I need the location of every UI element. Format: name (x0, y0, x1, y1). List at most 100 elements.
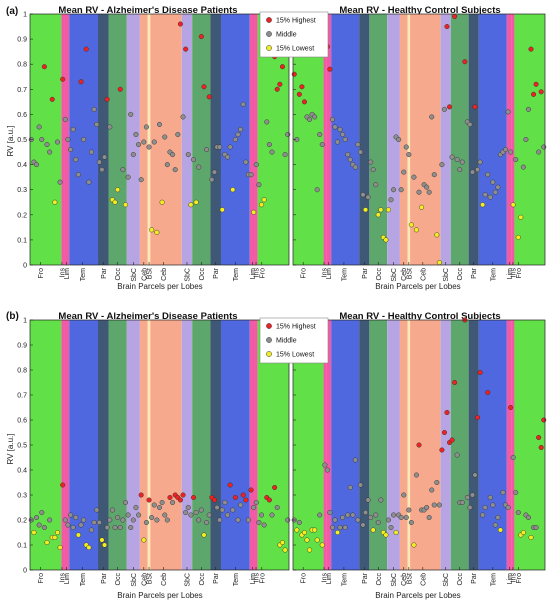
data-point-middle (235, 517, 241, 523)
y-tick-label: 0.6 (17, 418, 27, 425)
lobe-band-bst (407, 14, 411, 265)
data-point-middle (109, 507, 115, 513)
x-tick-label-occ: Occ (376, 268, 383, 281)
data-point-middle (227, 144, 233, 150)
data-point-middle (190, 157, 197, 163)
data-point-middle (482, 192, 488, 198)
lobe-band-ins (323, 14, 327, 265)
data-point-lowest (518, 214, 524, 220)
data-point-lowest (193, 199, 199, 205)
lobe-band-tem (478, 14, 507, 265)
data-point-middle (327, 509, 333, 516)
data-point-middle (274, 504, 280, 511)
data-point-highest (447, 104, 453, 110)
data-point-middle (217, 144, 223, 150)
y-axis-label: RV [a.u.] (6, 126, 15, 157)
data-point-highest (104, 96, 110, 102)
y-tick-label: 0.7 (17, 393, 27, 400)
lobe-bands (293, 14, 545, 265)
data-point-middle (44, 141, 50, 148)
legend-label-highest: 15% Highest (276, 18, 316, 25)
data-point-highest (528, 46, 534, 52)
lobe-band-ins (61, 14, 65, 265)
lobe-band-sbc (387, 14, 400, 265)
x-axis-label: Brain Parcels per Lobes (375, 282, 460, 291)
data-point-lowest (230, 187, 236, 193)
lobe-band-lim (326, 320, 332, 570)
data-point-middle (151, 139, 157, 145)
plot-b-alzheimer: Mean RV - Alzheimer's Disease Patients B… (6, 311, 291, 600)
lobe-band-ins (323, 320, 327, 570)
y-tick-label: 0.2 (17, 212, 27, 219)
data-point-middle (363, 509, 369, 516)
x-tick-label-lim: Lim (326, 573, 333, 584)
data-point-lowest (335, 529, 341, 536)
data-point-middle (256, 182, 262, 188)
data-point-middle (122, 499, 129, 506)
data-point-middle (482, 504, 488, 511)
data-point-lowest (528, 534, 534, 541)
x-tick-label-tem: Tem (490, 573, 497, 586)
data-point-highest (60, 482, 66, 488)
data-point-lowest (279, 539, 285, 546)
x-tick-label-ins: Ins (59, 573, 66, 583)
data-point-middle (180, 114, 186, 120)
x-tick-label-lim: Lim (507, 573, 514, 584)
x-tick-label-sbc: SbC (184, 573, 191, 587)
x-tick-label-occ: Occ (457, 268, 464, 281)
data-point-middle (209, 177, 215, 183)
x-tick-label-sbc: SbC (443, 268, 450, 282)
data-point-middle (520, 164, 526, 170)
data-point-middle (533, 524, 539, 531)
legend-marker-highest (266, 323, 272, 329)
data-point-middle (73, 157, 79, 163)
data-point-middle (34, 514, 40, 521)
x-tick-label-ins: Ins (322, 573, 329, 583)
data-point-middle (36, 124, 42, 130)
data-point-middle (146, 144, 152, 150)
data-point-middle (154, 517, 160, 523)
data-point-highest (279, 64, 285, 70)
lobe-band-ceb (150, 14, 182, 265)
data-point-highest (232, 494, 238, 501)
data-point-highest (274, 86, 280, 92)
x-tick-label-fro: Fro (259, 268, 266, 279)
data-point-highest (177, 21, 183, 27)
data-point-middle (355, 517, 361, 523)
data-point-highest (477, 369, 483, 376)
data-point-middle (459, 499, 465, 506)
legend-label-middle: Middle (276, 32, 297, 39)
data-point-highest (198, 34, 204, 40)
data-point-middle (156, 121, 163, 127)
x-tick-label-ceb: Ceb (161, 573, 168, 586)
data-point-middle (204, 519, 210, 526)
x-tick-label-sbc: SbC (131, 268, 138, 282)
x-tick-label-par: Par (362, 572, 369, 584)
data-point-middle (91, 106, 97, 112)
data-point-middle (47, 517, 53, 523)
data-point-middle (357, 482, 363, 488)
data-point-lowest (52, 199, 58, 205)
legend-marker-lowest (266, 45, 272, 51)
data-point-middle (170, 152, 176, 158)
data-point-lowest (370, 527, 376, 533)
data-point-middle (138, 177, 144, 183)
data-point-highest (177, 497, 183, 503)
data-point-middle (238, 502, 244, 508)
data-point-middle (96, 519, 102, 526)
data-point-middle (224, 512, 231, 518)
lobe-band-sbc (181, 14, 193, 265)
data-point-middle (88, 149, 95, 155)
plot-title: Mean RV - Healthy Control Subjects (339, 5, 500, 16)
data-point-middle (206, 512, 212, 518)
data-point-middle (217, 517, 223, 523)
data-point-lowest (52, 534, 58, 541)
x-tick-label-occ: Occ (115, 573, 122, 586)
x-tick-label-bst: BSt (147, 573, 154, 584)
data-point-lowest (149, 227, 155, 233)
data-point-middle (345, 512, 351, 518)
data-point-middle (337, 126, 343, 132)
data-point-middle (245, 517, 251, 523)
x-tick-label-lim: Lim (64, 268, 71, 279)
data-point-middle (75, 172, 81, 178)
